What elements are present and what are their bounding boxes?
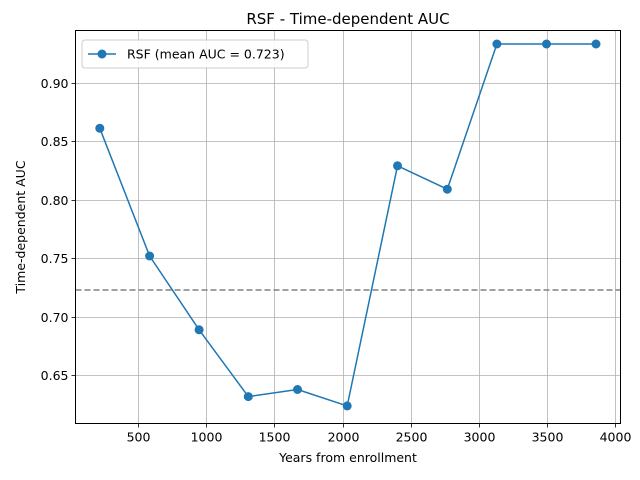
series-layer	[95, 39, 601, 411]
plot-frame	[75, 30, 621, 424]
x-axis: 500 1000 1500 2000 2500 3000 3500 4000	[127, 423, 632, 445]
data-point	[194, 325, 204, 335]
x-tick-label: 500	[127, 430, 151, 445]
chart-title: RSF - Time-dependent AUC	[246, 10, 449, 28]
legend-box	[81, 39, 309, 69]
x-tick-label: 2000	[328, 430, 360, 445]
legend-marker-swatch	[97, 49, 107, 59]
y-axis-title: Time-dependent AUC	[13, 160, 28, 294]
y-tick-label: 0.80	[41, 193, 69, 208]
data-point	[591, 39, 601, 49]
data-point	[342, 401, 352, 411]
legend-label: RSF (mean AUC = 0.723)	[127, 47, 285, 62]
x-tick-label: 3500	[532, 430, 564, 445]
legend: RSF (mean AUC = 0.723)	[81, 39, 309, 69]
x-tick-label: 2500	[396, 430, 428, 445]
x-axis-title: Years from enrollment	[278, 450, 417, 465]
data-point	[243, 392, 253, 402]
x-tick-label: 4000	[600, 430, 632, 445]
y-tick-label: 0.85	[41, 134, 69, 149]
y-tick-label: 0.75	[41, 251, 69, 266]
x-tick-label: 1000	[191, 430, 223, 445]
data-point	[293, 385, 302, 394]
data-point	[442, 184, 452, 194]
data-point	[393, 161, 402, 171]
y-tick-label: 0.90	[41, 76, 69, 91]
x-tick-label: 1500	[259, 430, 291, 445]
data-point	[542, 39, 551, 49]
x-tick-label: 3000	[464, 430, 496, 445]
data-point	[492, 39, 502, 49]
data-point	[95, 123, 105, 133]
y-axis: 0.65 0.70 0.75 0.80 0.85 0.90	[41, 76, 76, 383]
data-point	[145, 251, 155, 261]
y-tick-label: 0.65	[41, 368, 69, 383]
y-tick-label: 0.70	[41, 310, 69, 325]
